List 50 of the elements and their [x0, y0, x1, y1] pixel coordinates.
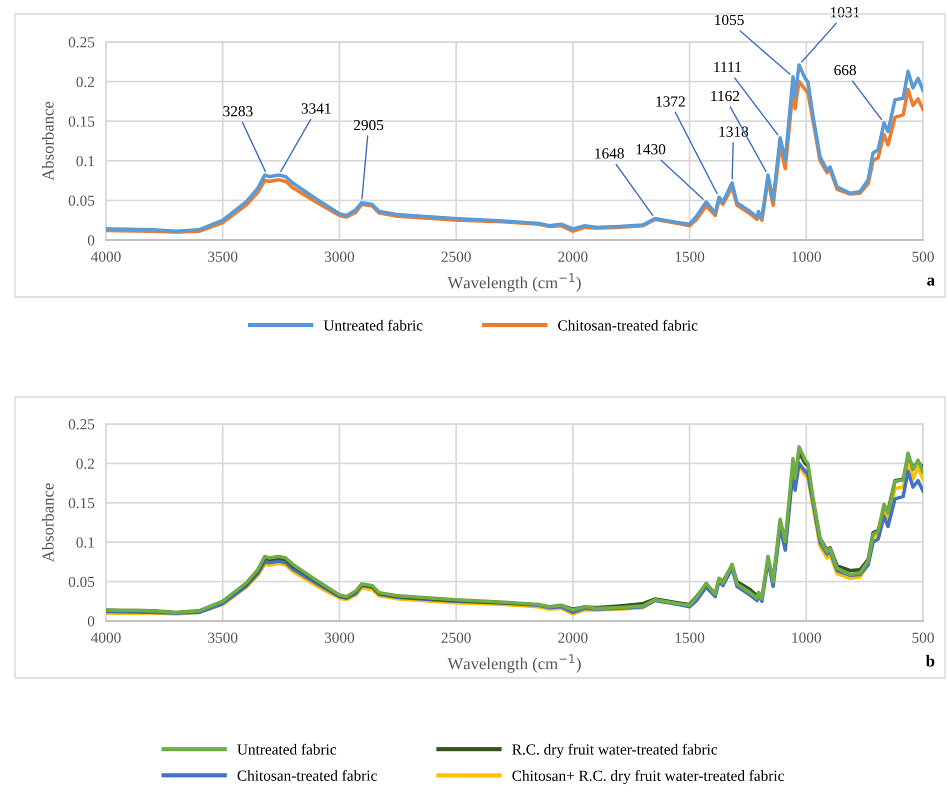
y-tick-label: 0.1 [76, 537, 94, 548]
annotation: 3283 [223, 106, 253, 116]
x-axis-title: Wavelength (cm$^{−1}$) [448, 273, 581, 292]
legend-label: Chitosan-treated fabric [558, 320, 698, 331]
x-tick-label: 3500 [208, 632, 238, 643]
x-tick-label: 3000 [324, 252, 354, 262]
x-tick-label: 2500 [442, 632, 471, 643]
text: a [927, 278, 935, 286]
annotation: 668 [834, 64, 856, 76]
y-tick-label: 0.15 [68, 498, 94, 508]
y-axis-title: Absorbance [42, 102, 54, 181]
x-axis-title: Wavelength (cm$^{−1}$) [448, 654, 581, 673]
x-tick-label: 500 [912, 252, 934, 262]
x-tick-label: 4000 [91, 632, 121, 643]
y-tick-label: 0.1 [76, 156, 94, 166]
annotation: 2905 [354, 120, 384, 130]
y-tick-label: 0.2 [76, 76, 94, 88]
y-tick-label: 0.2 [76, 458, 94, 469]
x-tick-label: 4000 [91, 252, 121, 262]
legend-label: R.C. dry fruit water-treated fabric [512, 744, 718, 758]
y-tick-label: 0 [88, 616, 94, 626]
legend-label: Chitosan+ R.C. dry fruit water-treated fabric [512, 770, 784, 784]
annotation: 1111 [714, 62, 741, 72]
x-tick-label: 2500 [442, 252, 471, 262]
legend-label: Untreated fabric [237, 744, 336, 755]
x-tick-label: 3500 [208, 252, 238, 262]
annotation: 1055 [715, 14, 744, 26]
annotation: 1430 [636, 144, 666, 154]
text: b [926, 654, 934, 667]
y-tick-label: 0.25 [68, 37, 94, 48]
annotation: 1162 [711, 90, 740, 102]
x-tick-label: 2000 [558, 632, 588, 643]
x-tick-label: 500 [912, 632, 934, 643]
annotation: 1648 [595, 148, 624, 159]
x-tick-label: 1000 [792, 632, 821, 643]
annotation: 1372 [656, 96, 685, 107]
x-tick-label: 2000 [558, 252, 588, 262]
y-tick-label: 0 [88, 235, 94, 246]
x-tick-label: 1500 [676, 632, 704, 643]
y-tick-label: 0.05 [68, 576, 94, 588]
x-tick-label: 1500 [676, 252, 704, 262]
annotation: 3341 [302, 103, 331, 114]
y-axis-title: Absorbance [42, 483, 54, 562]
x-tick-label: 1000 [792, 252, 821, 262]
x-tick-label: 3000 [324, 632, 354, 643]
y-tick-label: 0.25 [68, 419, 94, 430]
legend-label: Untreated fabric [324, 320, 423, 331]
y-tick-label: 0.15 [68, 116, 94, 127]
y-tick-label: 0.05 [68, 196, 94, 206]
legend-label: Chitosan-treated fabric [238, 770, 377, 781]
